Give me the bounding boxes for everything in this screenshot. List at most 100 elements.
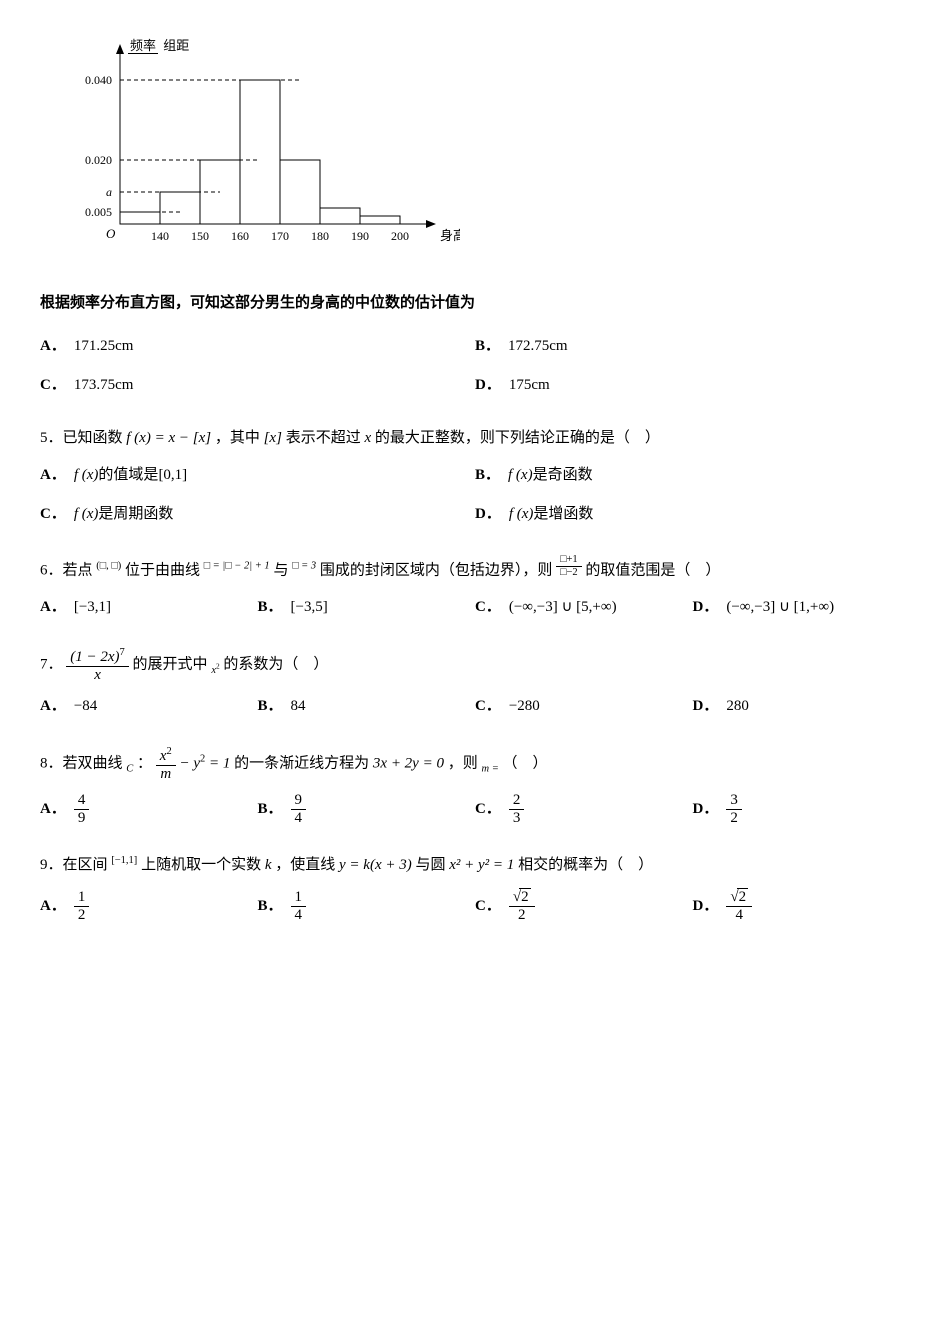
q8-d-d: 2	[726, 810, 742, 827]
q5-b-txt: 是奇函数	[533, 462, 593, 489]
q8-option-d: D．32	[693, 786, 911, 832]
svg-text:140: 140	[151, 229, 169, 243]
q9-c-d: 2	[509, 907, 535, 924]
q9-d-rad: 2	[737, 888, 749, 905]
q4-option-d: D．175cm	[475, 366, 910, 405]
q9-options: A．12 B．14 C．22 D．24	[40, 883, 910, 929]
histogram-figure: 频率 组距 O0.0400.020a0.00514015016017018019…	[60, 40, 440, 270]
q5-prefix: 5．已知函数	[40, 430, 123, 446]
q7-option-d: D．280	[693, 687, 911, 726]
q7-text: 7． (1 − 2x)7 x 的展开式中 x2 的系数为（ ）	[40, 647, 910, 683]
q8-y2-sup: 2	[200, 754, 205, 765]
q6-mid1: 位于由曲线	[125, 562, 200, 578]
q7-options: A．−84 B．84 C．−280 D．280	[40, 687, 910, 726]
q6-b: [−3,5]	[291, 594, 328, 621]
q7-b: 84	[291, 693, 306, 720]
q4-option-a: A．171.25cm	[40, 327, 475, 366]
q5-d-pre: f (x)	[509, 501, 534, 528]
q7-option-c: C．−280	[475, 687, 693, 726]
ylabel-denominator: 组距	[161, 38, 191, 53]
svg-text:0.020: 0.020	[85, 153, 112, 167]
q8-b-d: 4	[291, 810, 307, 827]
q8-c: C	[126, 764, 133, 775]
q4-option-c: C．173.75cm	[40, 366, 475, 405]
q6-option-c: C．(−∞,−3] ∪ [5,+∞)	[475, 588, 693, 627]
q8-mvar: m =	[481, 764, 498, 775]
q8-a-n: 4	[74, 792, 90, 810]
q9-b-d: 4	[291, 907, 307, 924]
svg-text:150: 150	[191, 229, 209, 243]
q6-option-a: A．[−3,1]	[40, 588, 258, 627]
svg-text:a: a	[106, 185, 112, 199]
q7-option-b: B．84	[258, 687, 476, 726]
q9-c-rad: 2	[519, 888, 531, 905]
q5-fx: f (x) = x − [x]	[126, 430, 211, 446]
q9-option-c: C．22	[475, 883, 693, 929]
q5-mid: ，其中	[215, 430, 260, 446]
q6-d: (−∞,−3] ∪ [1,+∞)	[726, 594, 834, 621]
q8-c-n: 2	[509, 792, 525, 810]
q5-option-a: A．f (x)的值域是[0,1]	[40, 456, 475, 495]
q9-b-n: 1	[291, 889, 307, 907]
q7-frac-d: x	[66, 667, 129, 684]
q9-mid3: 与圆	[415, 857, 445, 873]
q5-text: 5．已知函数 f (x) = x − [x] ，其中 [x] 表示不超过 x 的…	[40, 425, 910, 452]
q9-text: 9．在区间 [−1,1] 上随机取一个实数 k ，使直线 y = k(x + 3…	[40, 852, 910, 879]
q7-frac-n-sup: 7	[120, 647, 125, 658]
histogram-svg: O0.0400.020a0.005140150160170180190200身高…	[60, 40, 460, 260]
q5-options: A．f (x)的值域是[0,1] B．f (x)是奇函数 C．f (x)是周期函…	[40, 456, 910, 534]
q9-a-n: 1	[74, 889, 90, 907]
q7-suffix: 的系数为（ ）	[223, 657, 328, 673]
q8-c-d: 3	[509, 810, 525, 827]
svg-text:170: 170	[271, 229, 289, 243]
q8-options: A．49 B．94 C．23 D．32	[40, 786, 910, 832]
q7-mid: 的展开式中	[133, 657, 208, 673]
q8-option-b: B．94	[258, 786, 476, 832]
q5-c-pre: f (x)	[74, 501, 99, 528]
q9-option-a: A．12	[40, 883, 258, 929]
q8-mid: 的一条渐近线方程为	[234, 756, 369, 772]
q8-paren: （ ）	[503, 756, 548, 772]
q6-option-b: B．[−3,5]	[258, 588, 476, 627]
q4-a-text: 171.25cm	[74, 333, 134, 360]
q8-text: 8．若双曲线 C ： x2 m − y2 = 1 的一条渐近线方程为 3x + …	[40, 746, 910, 782]
q5-option-c: C．f (x)是周期函数	[40, 495, 475, 534]
svg-text:身高/cm: 身高/cm	[440, 228, 460, 243]
q5-xvar: x	[364, 430, 371, 446]
q7-option-a: A．−84	[40, 687, 258, 726]
q8-option-a: A．49	[40, 786, 258, 832]
q7-x2-sup: 2	[216, 661, 220, 670]
q5-option-b: B．f (x)是奇函数	[475, 456, 910, 495]
q8-y2: y	[193, 756, 200, 772]
q8-frac-d: m	[156, 766, 176, 783]
svg-text:0.005: 0.005	[85, 205, 112, 219]
q9-circle: x² + y² = 1	[449, 857, 514, 873]
q9-k: k	[265, 857, 272, 873]
q8-line: 3x + 2y = 0	[373, 756, 444, 772]
q8-mid2: ，则	[448, 756, 478, 772]
q6-a: [−3,1]	[74, 594, 111, 621]
q6-frac-d: □−2	[556, 567, 582, 579]
q9-option-b: B．14	[258, 883, 476, 929]
svg-text:0.040: 0.040	[85, 73, 112, 87]
q9-a-d: 2	[74, 907, 90, 924]
q6-mid3: 围成的封闭区域内（包括边界），则	[320, 562, 553, 578]
q7-frac-n: (1 − 2x)	[70, 649, 119, 665]
q6-eq2: □ = 3	[292, 560, 316, 571]
ylabel-numerator: 频率	[128, 38, 158, 54]
q4-c-text: 173.75cm	[74, 372, 134, 399]
q6-options: A．[−3,1] B．[−3,5] C．(−∞,−3] ∪ [5,+∞) D．(…	[40, 588, 910, 627]
q6-c: (−∞,−3] ∪ [5,+∞)	[509, 594, 617, 621]
q5-option-d: D．f (x)是增函数	[475, 495, 910, 534]
q9-prefix: 9．在区间	[40, 857, 108, 873]
q8-frac-n-sup: 2	[166, 746, 171, 757]
q6-prefix: 6．若点	[40, 562, 93, 578]
q6-mid2: 与	[273, 562, 288, 578]
q7-c: −280	[509, 693, 540, 720]
svg-text:200: 200	[391, 229, 409, 243]
q6-point: (□, □)	[96, 560, 121, 571]
q7-d: 280	[726, 693, 749, 720]
q4-d-text: 175cm	[509, 372, 550, 399]
q9-option-d: D．24	[693, 883, 911, 929]
q4-options: A．171.25cm B．172.75cm C．173.75cm D．175cm	[40, 327, 910, 405]
